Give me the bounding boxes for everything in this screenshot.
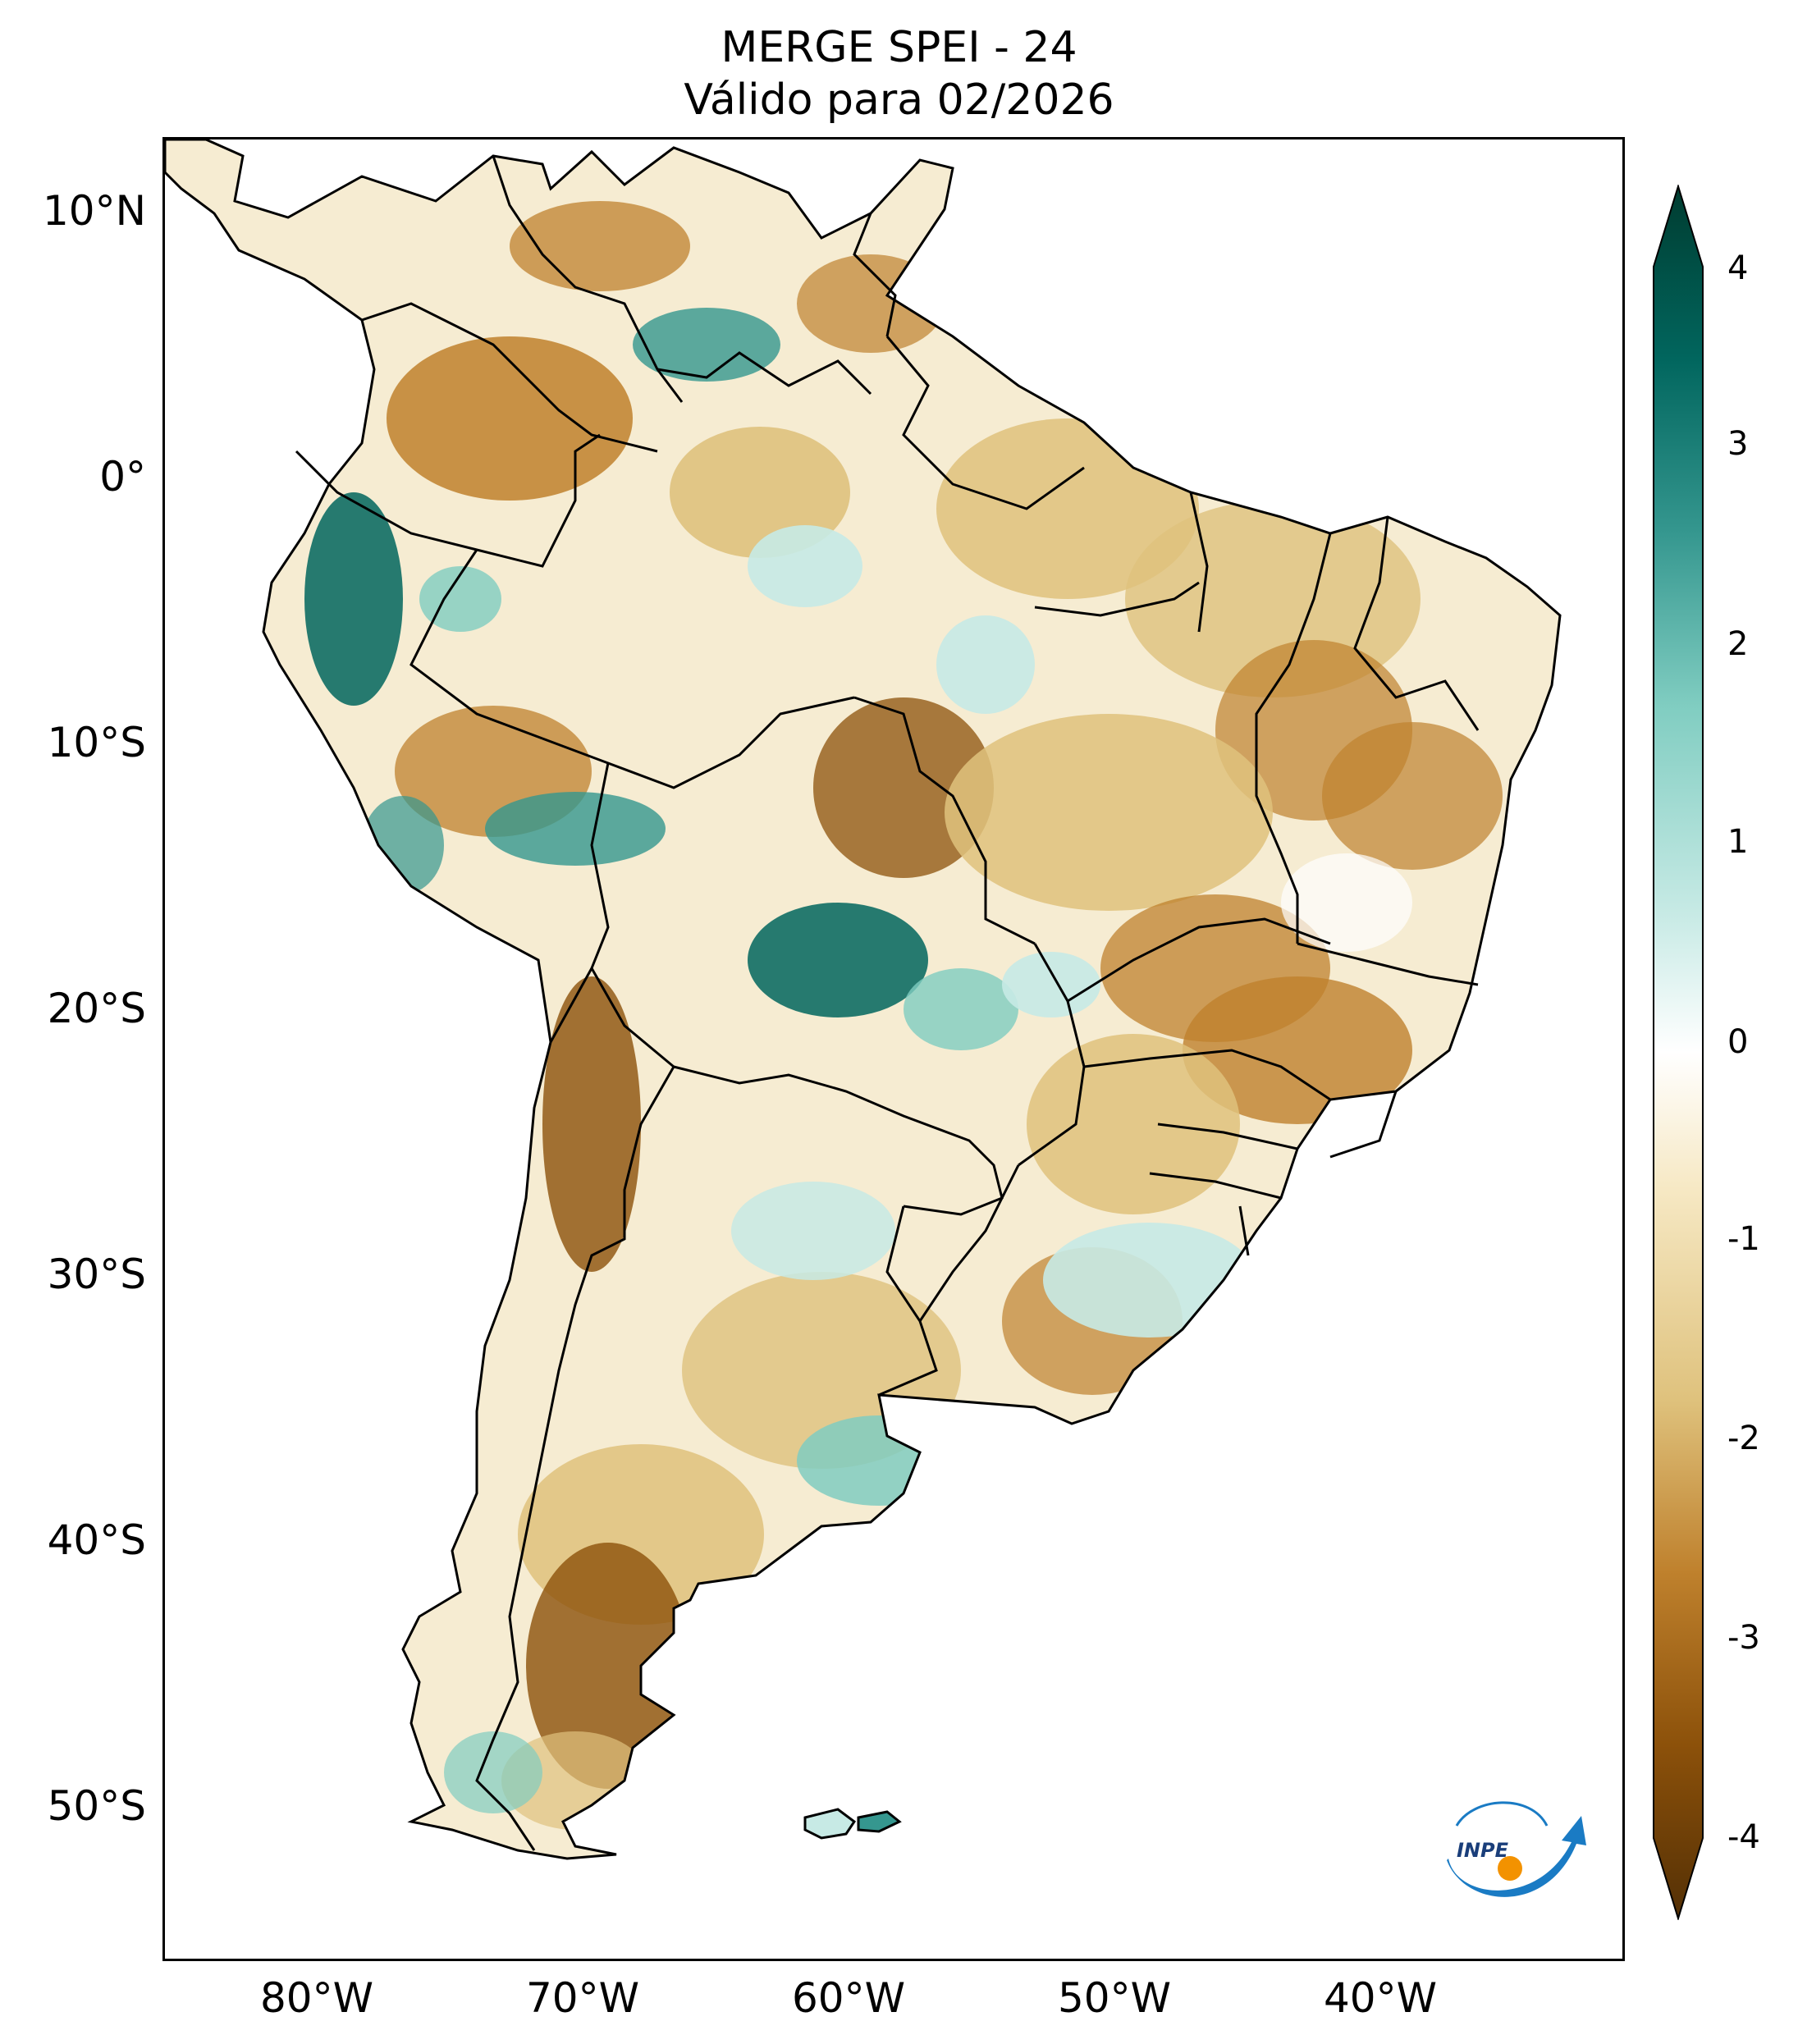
map-panel <box>162 137 1625 1961</box>
map-subtitle: Válido para 02/2026 <box>684 75 1114 125</box>
colorbar-tick-label: -4 <box>1727 1818 1760 1856</box>
lat-tick-label: 0° <box>99 453 146 501</box>
country-borders <box>295 155 1480 1851</box>
lon-tick-label: 80°W <box>259 1974 374 2022</box>
coastline <box>165 139 1562 1860</box>
falkland-islands <box>803 1808 857 1840</box>
spei-map <box>165 139 1562 1860</box>
lon-tick-label: 70°W <box>525 1974 640 2022</box>
colorbar-tick-label: -1 <box>1727 1220 1760 1258</box>
inpe-logo: INPE <box>1447 1801 1586 1897</box>
spei-field <box>304 201 1503 1830</box>
lat-tick-label: 40°S <box>47 1516 146 1564</box>
lat-tick-label: 30°S <box>47 1251 146 1298</box>
logo-text: INPE <box>1457 1839 1509 1862</box>
lat-tick-label: 10°N <box>42 187 146 235</box>
lon-tick-label: 40°W <box>1323 1974 1438 2022</box>
colorbar-tick-label: 3 <box>1727 425 1749 463</box>
colorbar-tick-label: 2 <box>1727 625 1749 663</box>
falkland-islands <box>857 1810 902 1833</box>
colorbar-tick-label: -3 <box>1727 1619 1760 1657</box>
lat-tick-label: 10°S <box>47 719 146 766</box>
colorbar-tick-label: 0 <box>1727 1023 1749 1061</box>
colorbar <box>1653 185 1704 1920</box>
lon-tick-label: 60°W <box>791 1974 906 2022</box>
lat-tick-label: 20°S <box>47 985 146 1032</box>
colorbar-tick-label: 1 <box>1727 823 1749 861</box>
lon-tick-label: 50°W <box>1057 1974 1172 2022</box>
lat-tick-label: 50°S <box>47 1782 146 1830</box>
colorbar-tick-label: -2 <box>1727 1420 1760 1457</box>
colorbar-tick-label: 4 <box>1727 249 1749 287</box>
map-title: MERGE SPEI - 24 <box>721 23 1077 72</box>
